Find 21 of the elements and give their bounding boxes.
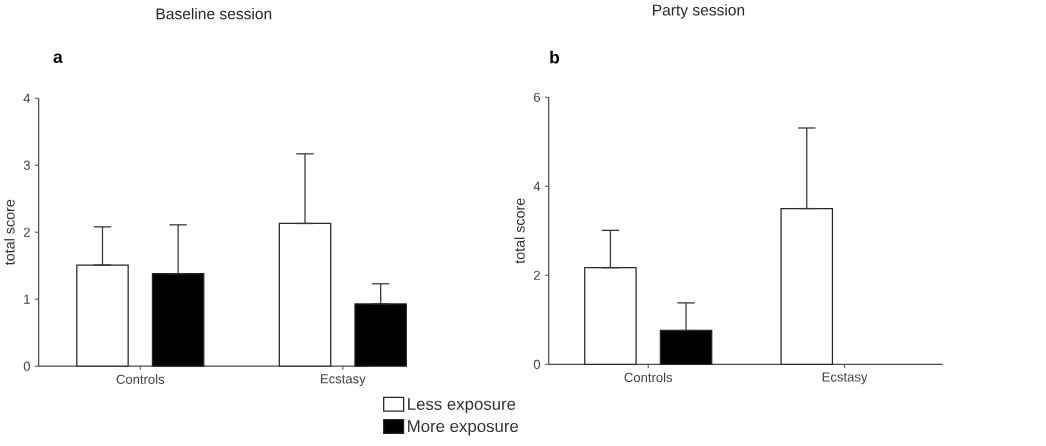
y-tick-label: 0 <box>533 359 541 369</box>
y-axis-title: total score <box>4 199 15 265</box>
y-axis-title: total score <box>514 198 525 264</box>
x-tick-label: Controls <box>116 374 165 384</box>
text: b <box>550 50 560 64</box>
chart-title: Baseline session <box>156 7 272 20</box>
y-tick-label: 0 <box>23 361 30 371</box>
x-tick-label: Ecstasy <box>321 374 366 386</box>
chart-title: Party session <box>653 3 745 19</box>
y-tick-label: 4 <box>533 181 541 191</box>
x-tick-label: Ecstasy <box>822 372 868 384</box>
y-tick-label: 2 <box>533 270 540 280</box>
legend-label: More exposure <box>408 420 519 436</box>
y-tick-label: 6 <box>533 92 540 102</box>
legend-label: Less exposure <box>408 397 516 414</box>
y-tick-label: 3 <box>23 160 30 170</box>
y-tick-label: 4 <box>23 93 31 103</box>
y-tick-label: 1 <box>24 294 30 304</box>
y-tick-label: 2 <box>23 227 30 237</box>
x-tick-label: Controls <box>624 372 673 382</box>
text: a <box>53 53 63 63</box>
